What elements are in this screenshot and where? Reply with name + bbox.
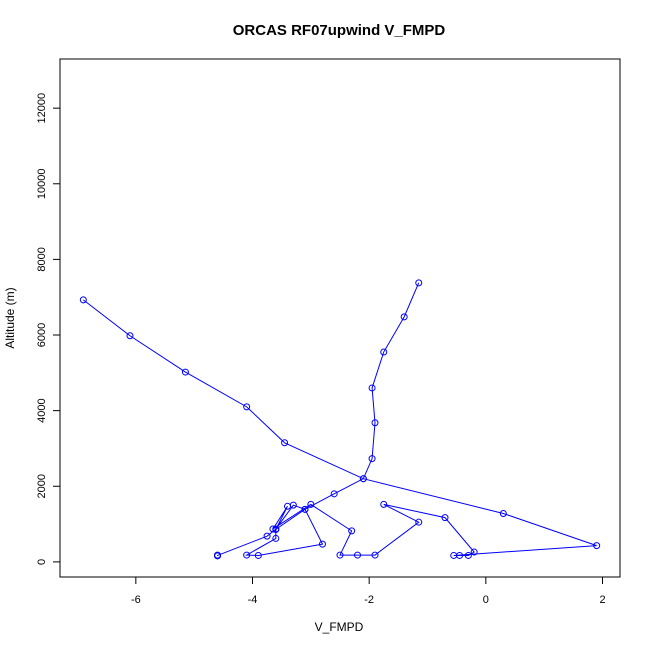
data-point [126, 332, 134, 340]
series-1 [79, 296, 601, 560]
data-point [243, 551, 251, 559]
data-point [272, 525, 280, 533]
x-tick-label: -4 [248, 594, 258, 606]
data-point [284, 502, 291, 510]
data-point [301, 505, 309, 513]
data-point [499, 509, 507, 517]
chart-title: ORCAS RF07upwind V_FMPD [233, 22, 446, 39]
x-tick-label: 2 [599, 594, 605, 606]
data-point [330, 490, 338, 498]
y-axis-label: Altitude (m) [3, 287, 17, 348]
series-line [83, 299, 597, 556]
data-point [272, 534, 280, 542]
x-axis: -6 -4 -2 0 2 [131, 577, 606, 606]
y-tick-label: 4000 [36, 398, 48, 422]
data-point [415, 279, 423, 287]
data-point [354, 551, 361, 559]
data-point [415, 518, 423, 526]
data-point [380, 348, 388, 356]
y-axis: 0 2000 4000 6000 8000 10000 12000 [36, 93, 60, 565]
x-tick-label: -2 [364, 594, 374, 606]
y-tick-label: 10000 [36, 168, 48, 199]
y-tick-label: 12000 [36, 93, 48, 124]
data-point [319, 540, 326, 548]
data-point [450, 551, 458, 559]
data-point [79, 296, 87, 304]
data-point [441, 514, 449, 522]
data-point [470, 548, 478, 556]
y-tick-label: 6000 [36, 323, 48, 347]
data-point [380, 500, 388, 508]
x-tick-label: 0 [483, 594, 489, 606]
data-point [593, 542, 601, 550]
data-point [254, 551, 262, 559]
data-point [263, 532, 271, 540]
y-tick-label: 2000 [36, 474, 48, 498]
plot-frame [59, 58, 621, 578]
data-point [181, 368, 189, 376]
data-point [464, 551, 472, 559]
data-point [400, 313, 408, 321]
data-point [281, 439, 289, 447]
data-point [371, 551, 379, 559]
x-tick-label: -6 [131, 594, 141, 606]
series-line [275, 282, 420, 530]
data-point [368, 384, 376, 392]
data-point [359, 475, 367, 483]
data-point [371, 419, 379, 427]
y-tick-label: 8000 [36, 247, 48, 271]
data-point [214, 551, 221, 559]
x-axis-label: V_FMPD [315, 620, 364, 634]
series-layer [79, 279, 601, 560]
data-point [336, 551, 344, 559]
data-point [368, 455, 376, 463]
data-point [243, 403, 251, 411]
data-point [348, 527, 356, 535]
y-tick-label: 0 [36, 559, 48, 565]
series-2 [272, 279, 423, 533]
